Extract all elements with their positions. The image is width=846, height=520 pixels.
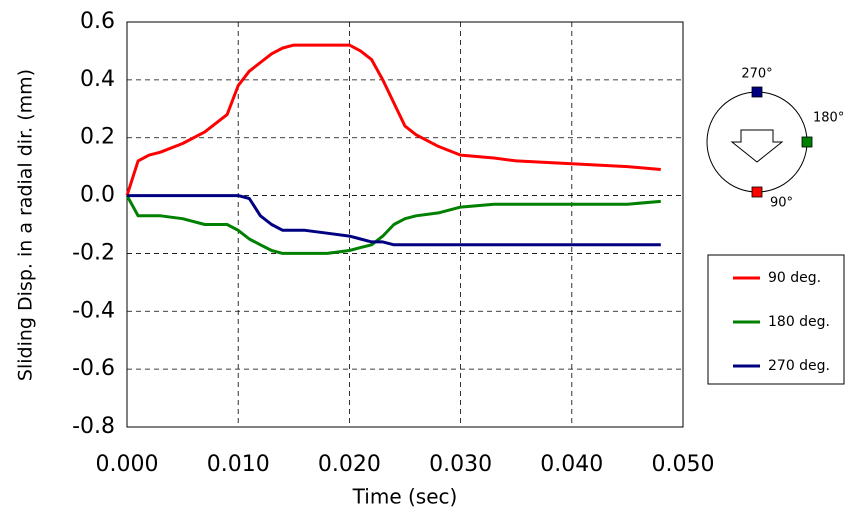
inset-marker (752, 87, 762, 97)
y-tick-label: 0.2 (80, 125, 115, 150)
inset-label: 90° (770, 196, 793, 211)
inset-label: 180° (813, 111, 844, 126)
y-tick-label: -0.8 (72, 414, 115, 439)
legend-label: 90 deg. (768, 270, 821, 286)
x-tick-label: 0.020 (318, 452, 381, 477)
x-tick-label: 0.040 (540, 452, 603, 477)
legend-label: 180 deg. (768, 314, 830, 330)
line (127, 45, 661, 196)
inset-label: 270° (741, 67, 772, 82)
x-tick-label: 0.000 (96, 452, 159, 477)
y-axis-label: Sliding Disp. in a radial dir. (mm) (15, 69, 37, 381)
x-tick-label: 0.030 (429, 452, 492, 477)
inset-marker (752, 187, 762, 197)
y-tick-label: -0.4 (72, 298, 115, 323)
y-tick-label: 0.4 (80, 67, 115, 92)
x-axis-label: Time (sec) (352, 485, 458, 509)
inset-marker (802, 137, 812, 147)
y-tick-label: 0.0 (80, 183, 115, 208)
legend-label: 270 deg. (768, 358, 830, 374)
inset-arrow (732, 130, 782, 162)
chart: Time (sec) Sliding Disp. in a radial dir… (0, 0, 846, 516)
y-tick-label: 0.6 (80, 9, 115, 34)
x-tick-label: 0.010 (207, 452, 270, 477)
y-tick-label: -0.2 (72, 240, 115, 265)
y-tick-label: -0.6 (72, 356, 115, 381)
x-tick-label: 0.050 (652, 452, 715, 477)
